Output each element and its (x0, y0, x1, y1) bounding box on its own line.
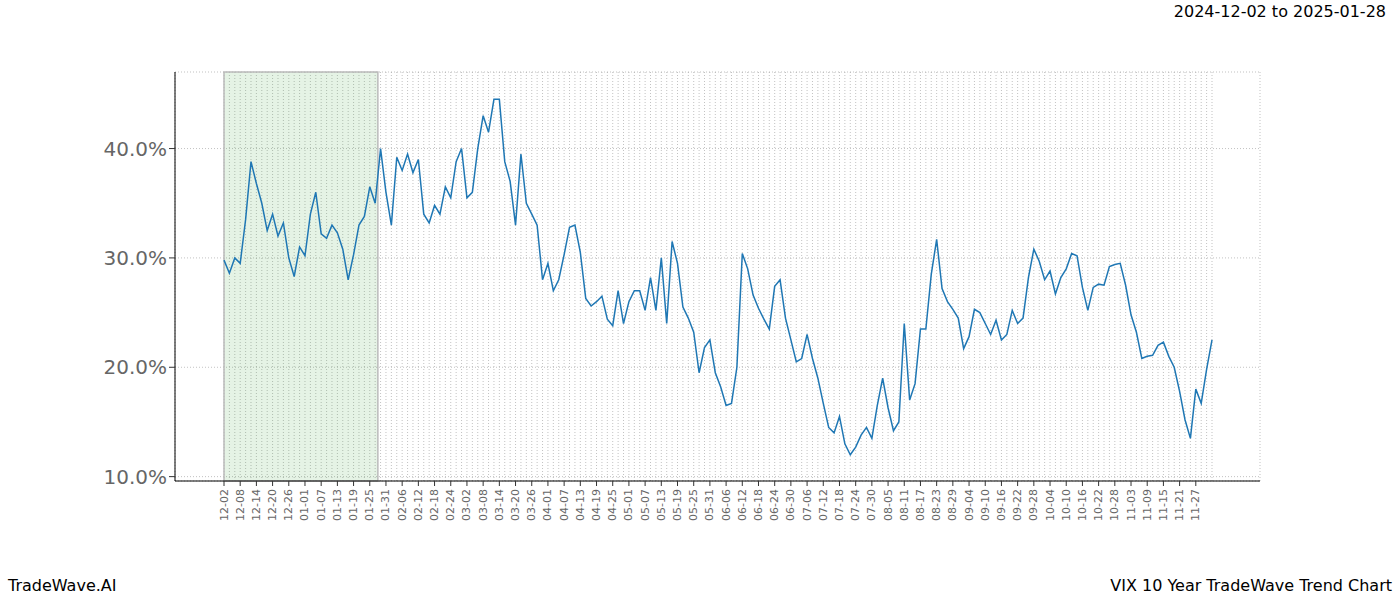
svg-text:11-09: 11-09 (1141, 489, 1154, 521)
svg-text:04-13: 04-13 (574, 489, 587, 521)
svg-text:07-24: 07-24 (849, 489, 862, 521)
svg-text:01-25: 01-25 (363, 489, 376, 521)
svg-text:01-01: 01-01 (298, 489, 311, 521)
svg-text:06-30: 06-30 (784, 489, 797, 521)
svg-text:05-19: 05-19 (671, 489, 684, 521)
svg-text:10-22: 10-22 (1092, 489, 1105, 521)
svg-text:04-25: 04-25 (606, 489, 619, 521)
svg-text:03-14: 03-14 (493, 489, 506, 521)
svg-text:20.0%: 20.0% (103, 355, 167, 379)
svg-text:08-23: 08-23 (930, 489, 943, 521)
svg-text:12-20: 12-20 (266, 489, 279, 521)
svg-text:02-18: 02-18 (428, 489, 441, 521)
svg-text:03-20: 03-20 (509, 489, 522, 521)
svg-text:11-21: 11-21 (1173, 489, 1186, 521)
svg-text:09-10: 09-10 (979, 489, 992, 521)
svg-text:10-10: 10-10 (1060, 489, 1073, 521)
svg-text:08-29: 08-29 (946, 489, 959, 521)
svg-text:03-02: 03-02 (460, 489, 473, 521)
svg-text:11-03: 11-03 (1125, 489, 1138, 521)
svg-text:07-30: 07-30 (865, 489, 878, 521)
svg-text:08-17: 08-17 (914, 489, 927, 521)
svg-text:10-04: 10-04 (1044, 489, 1057, 521)
svg-text:10.0%: 10.0% (103, 465, 167, 489)
svg-text:06-24: 06-24 (768, 489, 781, 521)
svg-text:04-01: 04-01 (541, 489, 554, 521)
svg-text:01-19: 01-19 (347, 489, 360, 521)
svg-text:01-07: 01-07 (315, 489, 328, 521)
svg-text:09-04: 09-04 (963, 489, 976, 521)
svg-text:01-31: 01-31 (379, 489, 392, 521)
svg-text:03-08: 03-08 (477, 489, 490, 521)
svg-text:09-22: 09-22 (1011, 489, 1024, 521)
svg-text:06-06: 06-06 (720, 489, 733, 521)
svg-text:10-16: 10-16 (1076, 489, 1089, 521)
svg-text:10-28: 10-28 (1108, 489, 1121, 521)
svg-text:07-18: 07-18 (833, 489, 846, 521)
svg-text:04-07: 04-07 (558, 489, 571, 521)
svg-text:11-27: 11-27 (1189, 489, 1202, 521)
svg-text:40.0%: 40.0% (103, 137, 167, 161)
svg-text:06-18: 06-18 (752, 489, 765, 521)
svg-text:01-13: 01-13 (331, 489, 344, 521)
html-text:TradeWave.AI: TradeWave.AI (8, 576, 117, 595)
svg-text:04-19: 04-19 (590, 489, 603, 521)
svg-text:12-02: 12-02 (218, 489, 231, 521)
svg-text:09-16: 09-16 (995, 489, 1008, 521)
svg-text:05-31: 05-31 (703, 489, 716, 521)
svg-text:05-01: 05-01 (622, 489, 635, 521)
svg-text:07-06: 07-06 (801, 489, 814, 521)
svg-text:05-07: 05-07 (639, 489, 652, 521)
svg-text:02-24: 02-24 (444, 489, 457, 521)
svg-text:09-28: 09-28 (1027, 489, 1040, 521)
svg-text:12-14: 12-14 (250, 489, 263, 521)
html-text:2024-12-02 to 2025-01-28: 2024-12-02 to 2025-01-28 (1173, 2, 1386, 21)
svg-text:12-26: 12-26 (282, 489, 295, 521)
svg-text:05-13: 05-13 (655, 489, 668, 521)
svg-text:30.0%: 30.0% (103, 246, 167, 270)
html-text:VIX 10 Year TradeWave Trend Ch: VIX 10 Year TradeWave Trend Chart (1110, 576, 1392, 595)
svg-text:03-26: 03-26 (525, 489, 538, 521)
svg-text:02-06: 02-06 (396, 489, 409, 521)
svg-text:11-15: 11-15 (1157, 489, 1170, 521)
svg-text:07-12: 07-12 (817, 489, 830, 521)
svg-text:05-25: 05-25 (687, 489, 700, 521)
svg-text:02-12: 02-12 (412, 489, 425, 521)
svg-text:12-08: 12-08 (234, 489, 247, 521)
svg-text:06-12: 06-12 (736, 489, 749, 521)
svg-text:08-05: 08-05 (882, 489, 895, 521)
svg-text:08-11: 08-11 (898, 489, 911, 521)
